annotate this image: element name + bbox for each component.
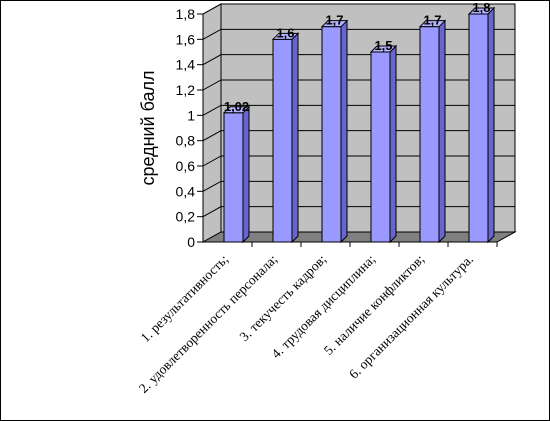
gridline [202,28,515,40]
bar-side [242,105,250,244]
bar [222,105,251,244]
bar-side [389,44,397,244]
gridline [202,104,515,116]
y-axis-label: средний балл [138,70,158,185]
bar [418,19,447,244]
data-label: 1,5 [374,38,392,53]
gridline [202,180,515,192]
bar-side [291,32,299,244]
gridline [202,130,515,142]
bar-top [418,20,447,28]
bar-front [370,51,391,243]
bar-top [369,45,398,53]
y-tick-label: 1,6 [176,31,196,47]
bar-front [419,26,440,243]
data-label: 1,7 [325,13,343,28]
bar [369,44,398,244]
data-label: 1,02 [224,99,249,114]
floor [201,231,517,243]
y-tick-label: 1,4 [176,57,196,73]
bar-front [272,38,293,243]
data-label: 1,6 [276,25,294,40]
y-tick-label: 0,6 [176,158,196,174]
bar-front [223,112,244,243]
bar-top [222,106,251,114]
gridline [202,155,515,167]
bar-front [321,26,342,243]
bar-front [468,13,489,243]
bar [271,32,300,244]
bar [320,19,349,244]
y-tick-label: 1,8 [176,6,196,22]
side-wall [202,3,222,243]
bar [467,6,496,244]
y-tick-label: 0,2 [176,209,196,225]
y-tick-label: 0 [187,234,195,250]
bar-side [438,19,446,244]
bar-side [340,19,348,244]
y-tick-label: 0,8 [176,133,196,149]
bar-side [487,6,495,244]
gridline [202,206,515,218]
gridline [202,3,515,15]
y-tick-label: 1,2 [176,82,196,98]
bar-top [467,7,496,15]
y-tick-label: 1 [187,107,195,123]
gridline [202,54,515,66]
bar-top [320,20,349,28]
gridline [202,79,515,91]
data-label: 1,7 [423,13,441,28]
bar-top [271,32,300,40]
y-tick-label: 0,4 [176,183,196,199]
data-label: 1,8 [472,0,490,15]
